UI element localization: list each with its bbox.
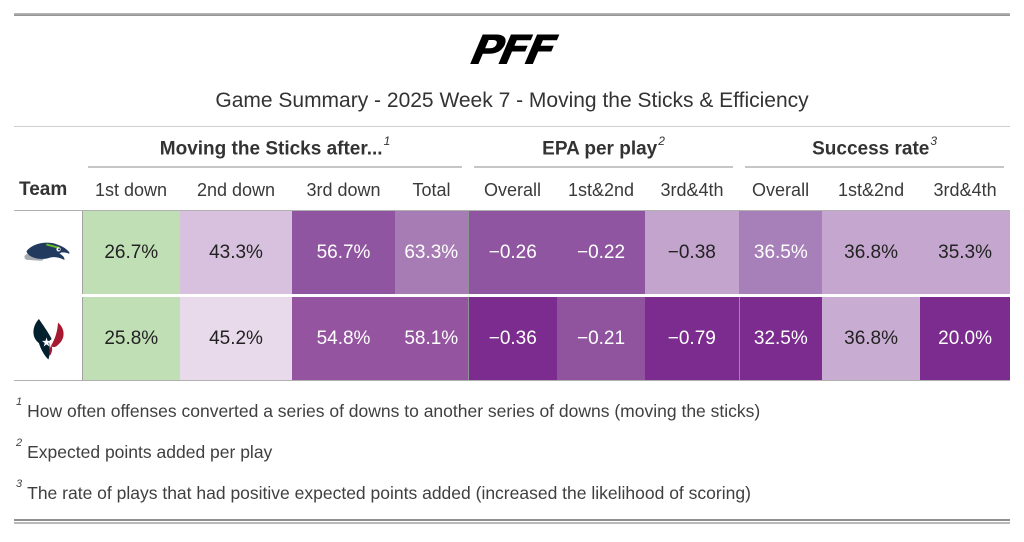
- bottom-divider: [14, 518, 1010, 524]
- stat-cell: −0.26: [467, 210, 558, 298]
- header: PFF: [0, 25, 1024, 77]
- column-header-2nd-down: 2nd down: [180, 169, 292, 212]
- team-cell-seahawks: [14, 210, 83, 298]
- stat-cell: −0.21: [557, 295, 646, 382]
- stat-cell: 35.3%: [920, 210, 1011, 298]
- stats-table: Moving the Sticks after...1 EPA per play…: [14, 127, 1011, 382]
- pff-logo: PFF: [466, 27, 558, 74]
- footnote-2: 2 Expected points added per play: [16, 437, 1008, 463]
- footnote-3: 3 The rate of plays that had positive exp…: [16, 478, 1008, 504]
- footnote-1-ref: 1: [16, 396, 23, 409]
- stat-cell: 54.8%: [292, 295, 395, 382]
- stat-cell: −0.79: [645, 295, 740, 382]
- table-row-seahawks: 26.7% 43.3% 56.7% 63.3% −0.26 −0.22 −0.3…: [14, 210, 1011, 298]
- group-header-moving-the-sticks: Moving the Sticks after...1: [82, 127, 468, 169]
- column-header-team: Team: [14, 169, 82, 212]
- texans-logo: [33, 318, 64, 360]
- top-divider: [14, 13, 1010, 16]
- footnote-3-ref: 3: [16, 477, 23, 490]
- footnotes: 1 How often offenses converted a series o…: [16, 396, 1008, 503]
- stat-cell: 58.1%: [395, 295, 469, 382]
- stat-cell: 43.3%: [180, 210, 292, 298]
- stat-cell: 20.0%: [920, 295, 1011, 382]
- column-header-sr-3rd-4th: 3rd&4th: [920, 169, 1011, 212]
- stat-cell: −0.38: [645, 210, 740, 298]
- footnote-ref-2: 2: [658, 134, 665, 148]
- footnote-2-text: Expected points added per play: [27, 441, 273, 462]
- footnote-ref-3: 3: [930, 134, 938, 148]
- stat-cell: 32.5%: [738, 295, 823, 382]
- column-header-epa-1st-2nd: 1st&2nd: [557, 169, 646, 212]
- stat-cell: 56.7%: [292, 210, 395, 298]
- column-header-total: Total: [395, 169, 469, 212]
- group-header-spacer: [14, 127, 82, 169]
- column-header-3rd-down: 3rd down: [292, 169, 395, 212]
- group-header-row: Moving the Sticks after...1 EPA per play…: [14, 127, 1010, 169]
- stat-cell: 36.8%: [822, 295, 921, 382]
- group-header-success-rate: Success rate3: [739, 127, 1010, 169]
- footnote-3-text: The rate of plays that had positive expe…: [27, 482, 751, 503]
- column-header-row: Team 1st down 2nd down 3rd down Total Ov…: [14, 169, 1011, 212]
- column-header-sr-1st-2nd: 1st&2nd: [822, 169, 921, 212]
- column-header-epa-3rd-4th: 3rd&4th: [645, 169, 740, 212]
- group-label: Moving the Sticks after...: [159, 138, 383, 160]
- stat-cell: 36.5%: [738, 210, 823, 298]
- stat-cell: 63.3%: [395, 210, 469, 298]
- stat-cell: −0.36: [467, 295, 558, 382]
- group-label: EPA per play: [542, 138, 658, 160]
- column-header-sr-overall: Overall: [739, 169, 823, 212]
- page-title: Game Summary - 2025 Week 7 - Moving the …: [215, 89, 809, 112]
- stat-cell: 26.7%: [82, 210, 180, 298]
- footnote-1-text: How often offenses converted a series of…: [27, 401, 761, 422]
- seahawks-logo: [24, 242, 70, 261]
- footnote-ref-1: 1: [383, 134, 391, 148]
- title-divider: [14, 126, 1010, 127]
- stat-cell: 36.8%: [822, 210, 921, 298]
- team-cell-texans: [14, 295, 83, 382]
- stat-cell: −0.22: [557, 210, 646, 298]
- column-header-epa-overall: Overall: [468, 169, 558, 212]
- footnote-2-ref: 2: [16, 437, 23, 450]
- group-header-epa-per-play: EPA per play2: [468, 127, 739, 169]
- group-label: Success rate: [812, 138, 930, 160]
- footnote-1: 1 How often offenses converted a series o…: [16, 396, 1008, 422]
- column-header-1st-down: 1st down: [82, 169, 180, 212]
- stat-cell: 25.8%: [82, 295, 180, 382]
- stat-cell: 45.2%: [180, 295, 292, 382]
- table-row-texans: 25.8% 45.2% 54.8% 58.1% −0.36 −0.21 −0.7…: [14, 295, 1011, 382]
